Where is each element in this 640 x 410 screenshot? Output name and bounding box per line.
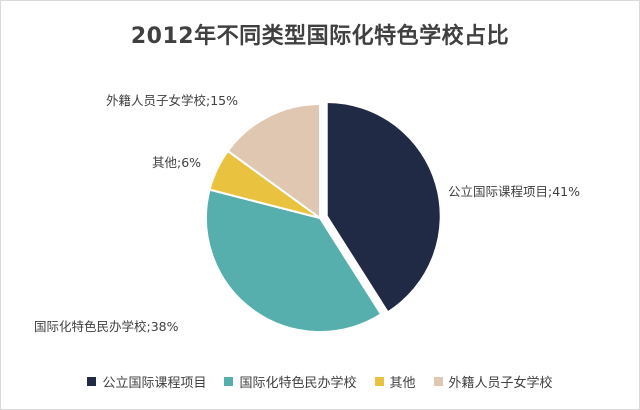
- legend-item-expat-school: 外籍人员子女学校: [433, 372, 553, 391]
- pie-slice-private-intl-school: [205, 188, 383, 333]
- slice-label-private-intl-school: 国际化特色民办学校;38%: [34, 319, 179, 334]
- legend: 公立国际课程项目 国际化特色民办学校 其他 外籍人员子女学校: [0, 372, 640, 391]
- chart-title: 2012年不同类型国际化特色学校占比: [130, 24, 510, 49]
- slice-label-other: 其他;6%: [152, 155, 201, 170]
- legend-swatch: [87, 377, 97, 386]
- legend-swatch: [433, 377, 443, 386]
- legend-label: 国际化特色民办学校: [239, 376, 357, 391]
- legend-swatch: [224, 377, 234, 386]
- legend-label: 公立国际课程项目: [102, 376, 207, 391]
- slice-label-expat-school: 外籍人员子女学校;15%: [106, 93, 238, 108]
- pie-slice-public-intl-program: [325, 101, 442, 314]
- pie-slice-expat-school: [226, 102, 321, 220]
- legend-item-other: 其他: [374, 372, 416, 391]
- legend-item-public-intl-program: 公立国际课程项目: [87, 372, 206, 391]
- legend-label: 外籍人员子女学校: [448, 376, 553, 391]
- slice-label-public-intl-program: 公立国际课程项目;41%: [448, 184, 580, 199]
- legend-swatch: [374, 377, 384, 386]
- legend-item-private-intl-school: 国际化特色民办学校: [224, 372, 357, 391]
- pie-slices: [205, 101, 442, 333]
- legend-label: 其他: [389, 376, 416, 391]
